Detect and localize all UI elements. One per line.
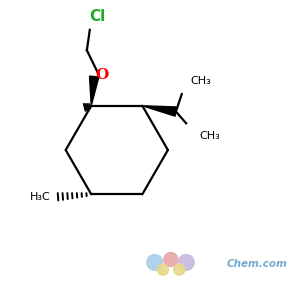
- Text: Cl: Cl: [89, 9, 105, 24]
- Circle shape: [147, 254, 163, 270]
- Polygon shape: [89, 76, 99, 106]
- Text: Chem.com: Chem.com: [226, 260, 287, 269]
- Circle shape: [164, 253, 178, 266]
- Circle shape: [158, 264, 169, 275]
- Circle shape: [178, 254, 194, 270]
- Text: H₃C: H₃C: [30, 192, 50, 202]
- Circle shape: [174, 264, 185, 275]
- Text: O: O: [96, 68, 109, 82]
- Text: CH₃: CH₃: [190, 76, 211, 86]
- Polygon shape: [142, 106, 177, 116]
- Text: CH₃: CH₃: [199, 131, 220, 141]
